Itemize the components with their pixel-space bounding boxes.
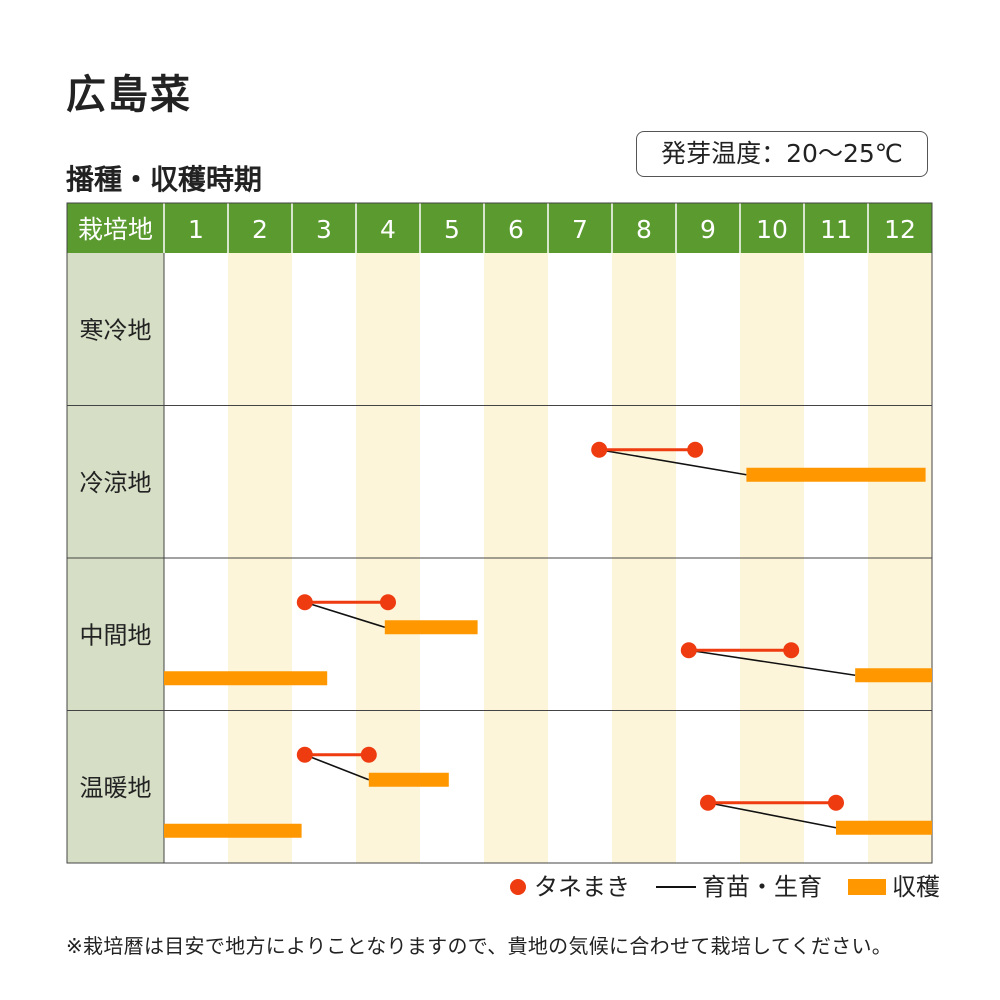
legend-growing-label: 育苗・生育	[702, 873, 822, 901]
month-label: 1	[188, 215, 204, 244]
region-cell	[67, 405, 164, 558]
harvest-bar	[164, 671, 328, 686]
harvest-bar	[384, 620, 478, 635]
sowing-dot-icon	[510, 879, 526, 895]
chart-header: 栽培地 1 2 3 4 5 6 7 8 9 10 11 12	[67, 203, 932, 253]
month-label: 7	[572, 215, 588, 244]
region-label: 中間地	[80, 621, 152, 649]
month-label: 8	[636, 215, 652, 244]
month-label: 3	[316, 215, 332, 244]
header-label: 栽培地	[78, 215, 153, 244]
growth-line	[688, 649, 856, 677]
sowing-end-dot	[687, 441, 704, 458]
harvest-bar	[855, 668, 932, 683]
legend-sowing-label: タネまき	[534, 873, 630, 901]
region-cell	[67, 710, 164, 863]
month-label: 4	[380, 215, 396, 244]
harvest-bar-icon	[848, 879, 886, 895]
sowing-end-dot	[380, 594, 396, 611]
page-title: 広島菜	[66, 72, 192, 118]
month-label: 6	[508, 215, 524, 244]
germination-temperature-badge: 発芽温度：20〜25℃	[636, 131, 928, 177]
region-cell	[67, 558, 164, 711]
growth-line	[707, 801, 837, 829]
sowing-end-dot	[360, 746, 377, 763]
growth-line	[599, 448, 747, 476]
month-label: 10	[756, 215, 788, 244]
region-label: 温暖地	[80, 774, 152, 802]
region-label: 寒冷地	[80, 316, 152, 344]
header-bar	[67, 203, 932, 253]
sowing-start-dot	[296, 746, 313, 763]
growth-line	[304, 601, 386, 629]
sowing-end-dot	[828, 794, 844, 811]
sowing-start-dot	[680, 642, 697, 659]
sowing-start-dot	[296, 594, 313, 611]
chart-marks	[164, 441, 932, 838]
sowing-start-dot	[700, 794, 716, 811]
month-label: 12	[884, 215, 916, 244]
section-subtitle: 播種・収穫時期	[66, 163, 263, 196]
chart-border	[66, 202, 933, 864]
growth-line	[304, 754, 370, 781]
harvest-bar	[836, 820, 932, 835]
footnote: ※栽培暦は目安で地方によりことなりますので、貴地の気候に合わせて栽培してください…	[66, 934, 893, 958]
month-label: 11	[820, 215, 852, 244]
sowing-end-dot	[783, 642, 800, 659]
month-label: 5	[444, 215, 460, 244]
month-label: 9	[700, 215, 716, 244]
harvest-bar	[368, 772, 449, 787]
harvest-bar	[164, 823, 302, 838]
month-label: 2	[252, 215, 268, 244]
sowing-start-dot	[591, 441, 608, 458]
region-cell	[67, 253, 164, 406]
chart-grid	[66, 202, 933, 864]
legend-harvest-label: 収穫	[892, 873, 940, 901]
legend: タネまき 育苗・生育 収穫	[0, 872, 1000, 902]
harvest-bar	[746, 467, 926, 482]
region-label: 冷涼地	[80, 469, 152, 497]
growth-line-icon	[656, 886, 696, 888]
